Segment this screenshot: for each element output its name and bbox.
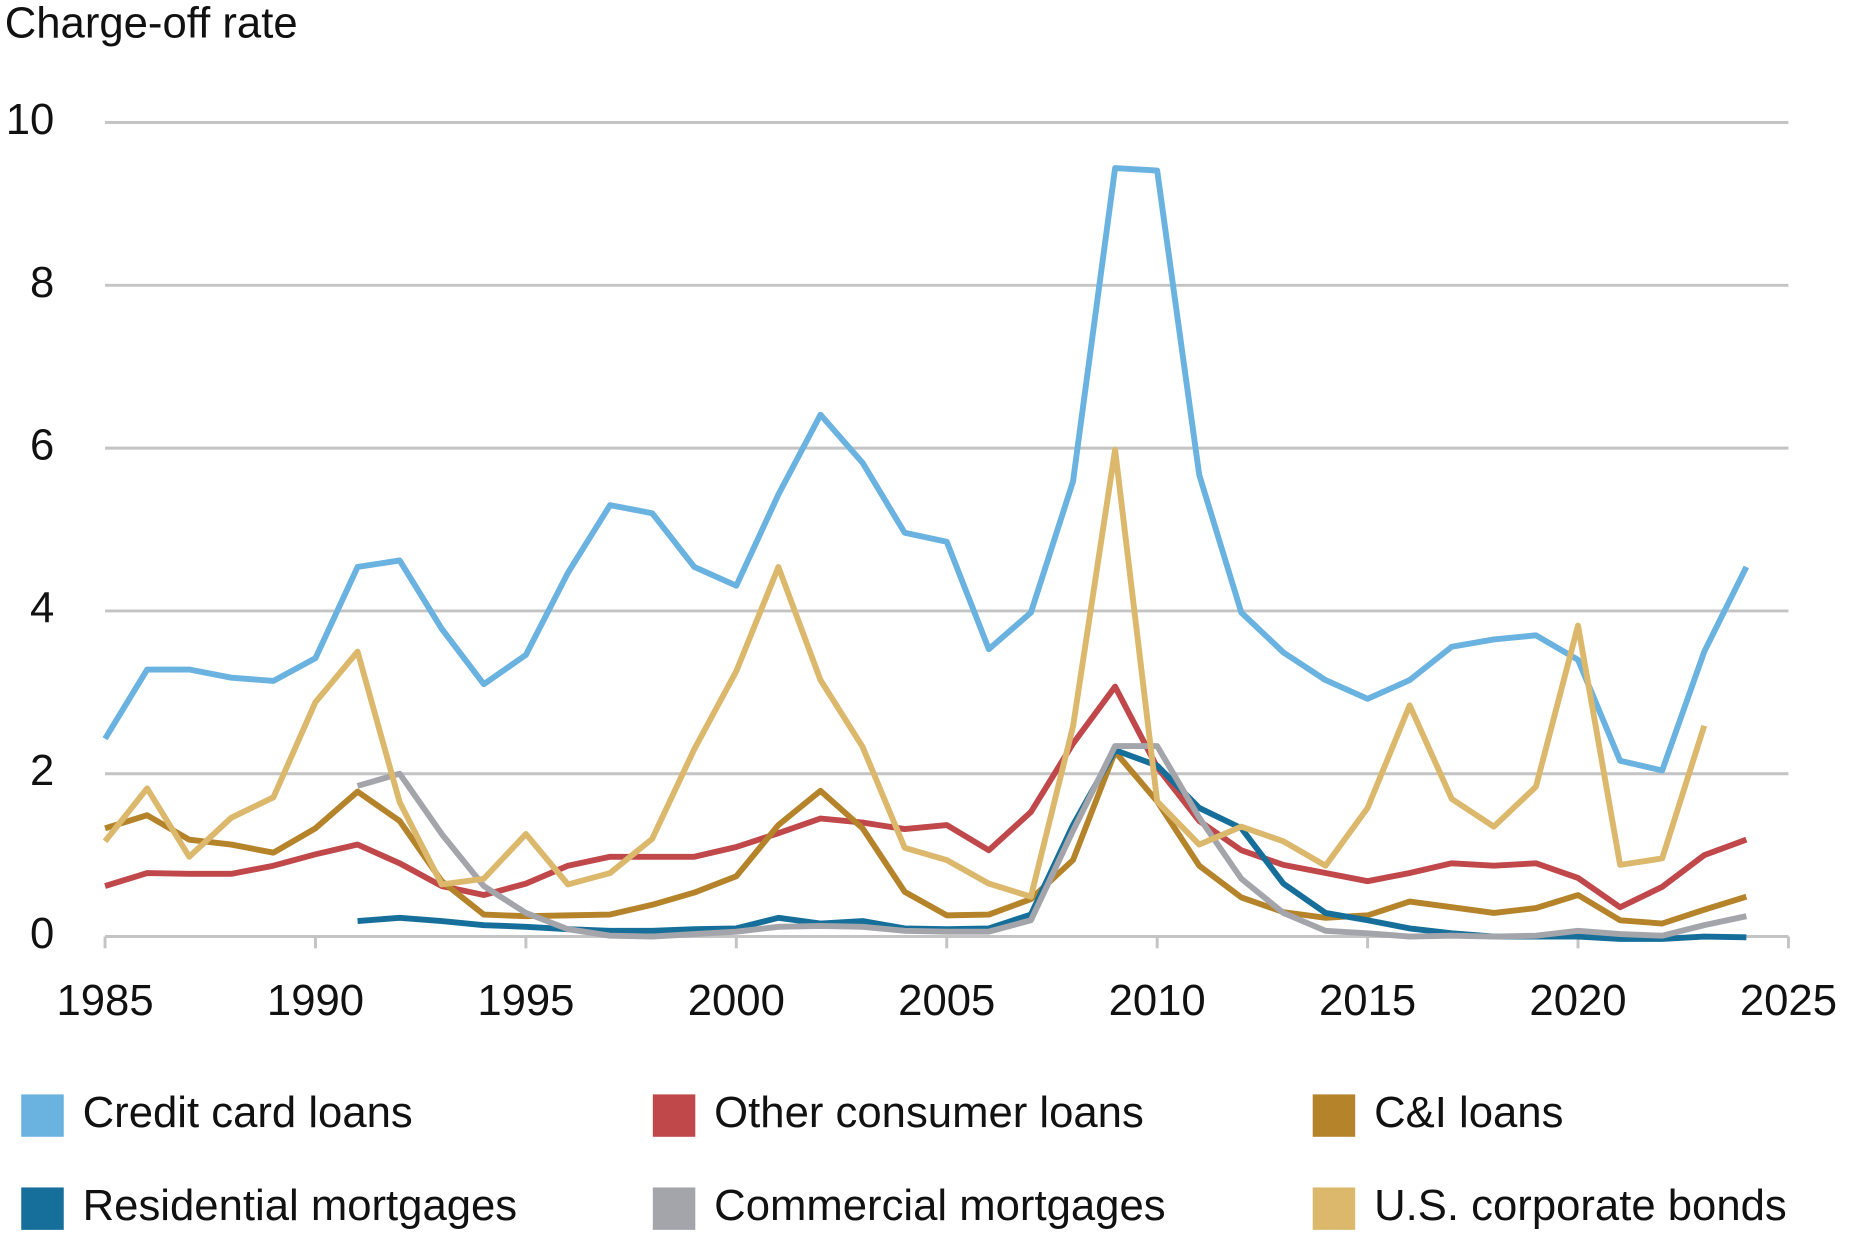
legend-label: Other consumer loans: [714, 1089, 1144, 1137]
legend-label: Commercial mortgages: [714, 1182, 1165, 1230]
x-tick-label: 2025: [1740, 977, 1837, 1025]
series-line: [104, 683, 1748, 911]
x-tick-label: 1990: [267, 977, 364, 1025]
series-line: [102, 165, 1749, 774]
y-tick-label: 8: [30, 259, 54, 307]
y-tick-label: 2: [30, 747, 54, 795]
series-line: [104, 748, 1748, 927]
y-tick-label: 0: [30, 910, 54, 958]
x-tick-label: 2015: [1319, 977, 1416, 1025]
x-tick-label: 2020: [1529, 977, 1626, 1025]
x-tick-label: 1985: [56, 977, 153, 1025]
legend-swatch: [652, 1094, 696, 1137]
y-axis-title: Charge-off rate: [5, 0, 298, 47]
legend-label: Credit card loans: [83, 1089, 413, 1137]
x-tick-label: 1995: [477, 977, 574, 1025]
legend-swatch: [21, 1187, 64, 1230]
x-tick-label: 2005: [898, 977, 995, 1025]
legend-label: C&I loans: [1374, 1089, 1563, 1137]
legend-swatch: [1312, 1094, 1356, 1137]
y-tick-label: 6: [30, 422, 54, 470]
legend-label: U.S. corporate bonds: [1374, 1182, 1787, 1230]
legend-swatch: [21, 1094, 64, 1137]
legend-swatch: [652, 1187, 696, 1230]
series-line: [356, 743, 1747, 940]
y-tick-label: 10: [6, 96, 55, 144]
series-line: [102, 446, 1708, 900]
legend-swatch: [1312, 1187, 1356, 1230]
x-tick-label: 2000: [688, 977, 785, 1025]
y-tick-label: 4: [30, 584, 54, 632]
legend-label: Residential mortgages: [83, 1182, 518, 1230]
x-tick-label: 2010: [1109, 977, 1206, 1025]
